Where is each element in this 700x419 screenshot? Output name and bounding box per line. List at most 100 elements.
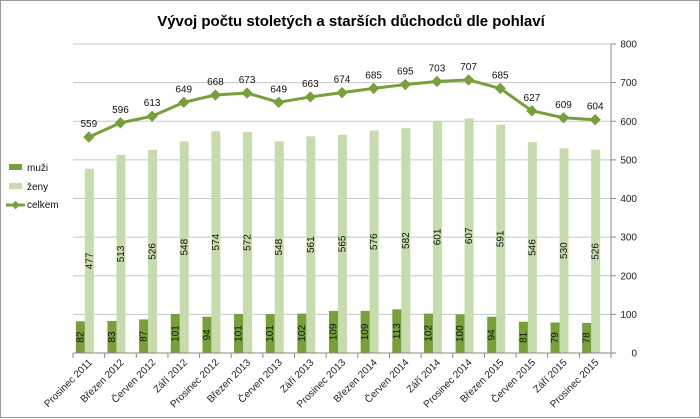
data-label-zeny: 477 [84,252,95,269]
y-tick-label: 400 [620,194,637,205]
y-tick-label: 800 [620,40,637,51]
data-label-muzi: 100 [455,325,466,342]
data-label-muzi: 113 [392,323,403,339]
data-label-zeny: 601 [432,228,443,245]
data-label-muzi: 101 [170,325,181,342]
data-label-zeny: 574 [211,233,222,250]
legend: muži ženy celkem [6,163,59,211]
y-axis: 0 100 200 300 400 500 600 700 800 [610,40,637,360]
data-label-celkem: 685 [365,70,382,81]
point-celkem [304,91,317,103]
data-label-celkem: 673 [239,75,256,86]
bar-muzi [139,319,149,353]
bar-zeny [401,128,411,353]
data-label-celkem: 685 [492,70,509,81]
chart-title: Vývoj počtu stoletých a starších důchodc… [157,13,545,30]
y-tick-label: 0 [631,349,637,360]
data-label-zeny: 530 [559,242,570,259]
bar-zeny [527,142,537,353]
data-label-muzi: 81 [518,331,529,343]
bar-muzi [455,314,465,353]
bar-muzi [487,316,497,353]
bar-muzi [297,313,307,353]
data-label-muzi: 101 [265,325,276,342]
bar-muzi [550,322,560,353]
legend-swatch-zeny [9,183,22,189]
data-label-muzi: 102 [423,325,434,342]
bar-muzi [582,322,592,353]
point-celkem [146,110,158,122]
data-label-celkem: 609 [555,100,572,111]
data-label-celkem: 707 [460,62,477,73]
bar-muzi [360,310,370,353]
data-label-zeny: 513 [116,245,127,262]
bar-muzi [107,320,117,353]
data-label-celkem: 668 [207,77,224,88]
point-celkem [589,114,601,126]
bar-zeny [179,141,189,353]
data-label-celkem: 703 [429,63,446,74]
point-celkem [367,82,380,95]
bar-zeny [116,154,126,353]
data-label-celkem: 649 [270,84,287,95]
data-label-zeny: 572 [243,234,254,251]
legend-label-muzi: muži [27,163,48,174]
data-label-celkem: 559 [80,119,97,130]
data-label-muzi: 82 [75,331,86,343]
data-label-zeny: 526 [148,243,159,260]
data-label-zeny: 548 [179,238,190,255]
legend-marker-celkem [11,200,20,210]
bar-muzi [329,310,338,353]
bar-zeny [338,134,347,353]
point-celkem [178,96,190,108]
bar-muzi [392,309,402,353]
data-label-muzi: 78 [582,332,593,344]
data-label-celkem: 596 [112,105,129,116]
bar-zeny [559,148,569,353]
point-celkem [209,89,222,101]
point-celkem [399,78,411,91]
y-tick-label: 700 [620,78,637,89]
data-label-celkem: 674 [334,75,351,86]
data-label-muzi: 101 [234,325,245,342]
data-label-zeny: 582 [401,232,412,249]
legend-swatch-muzi [9,164,22,170]
point-celkem [114,117,127,129]
data-label-celkem: 627 [524,93,541,104]
data-label-muzi: 109 [360,323,371,340]
bar-zeny [243,132,253,353]
bar-muzi [423,313,433,353]
bar-zeny [591,149,601,353]
bar-zeny [432,120,442,354]
y-tick-label: 500 [620,155,637,166]
bar-muzi [518,321,528,353]
bar-zeny [274,141,284,353]
bar-zeny [148,149,158,353]
bar-muzi [234,313,244,353]
data-label-zeny: 576 [369,233,380,250]
point-celkem [241,87,253,99]
data-label-celkem: 663 [302,79,319,90]
bar-zeny [84,168,94,353]
data-label-celkem: 613 [144,98,161,109]
data-label-muzi: 94 [487,329,498,341]
data-label-zeny: 607 [464,227,475,244]
point-celkem [336,87,348,99]
bar-zeny [496,124,506,353]
bar-zeny [211,131,221,353]
data-label-zeny: 561 [306,236,317,253]
y-tick-label: 100 [620,310,637,321]
data-label-zeny: 546 [527,239,538,256]
data-label-muzi: 102 [297,325,308,342]
bar-zeny [306,136,316,353]
data-label-zeny: 591 [496,230,507,247]
data-label-zeny: 548 [274,238,285,255]
data-label-zeny: 565 [338,235,349,252]
point-celkem [83,131,95,143]
data-label-celkem: 604 [587,102,604,113]
point-celkem [431,75,443,88]
data-label-muzi: 87 [139,330,150,342]
bar-muzi [202,316,212,353]
